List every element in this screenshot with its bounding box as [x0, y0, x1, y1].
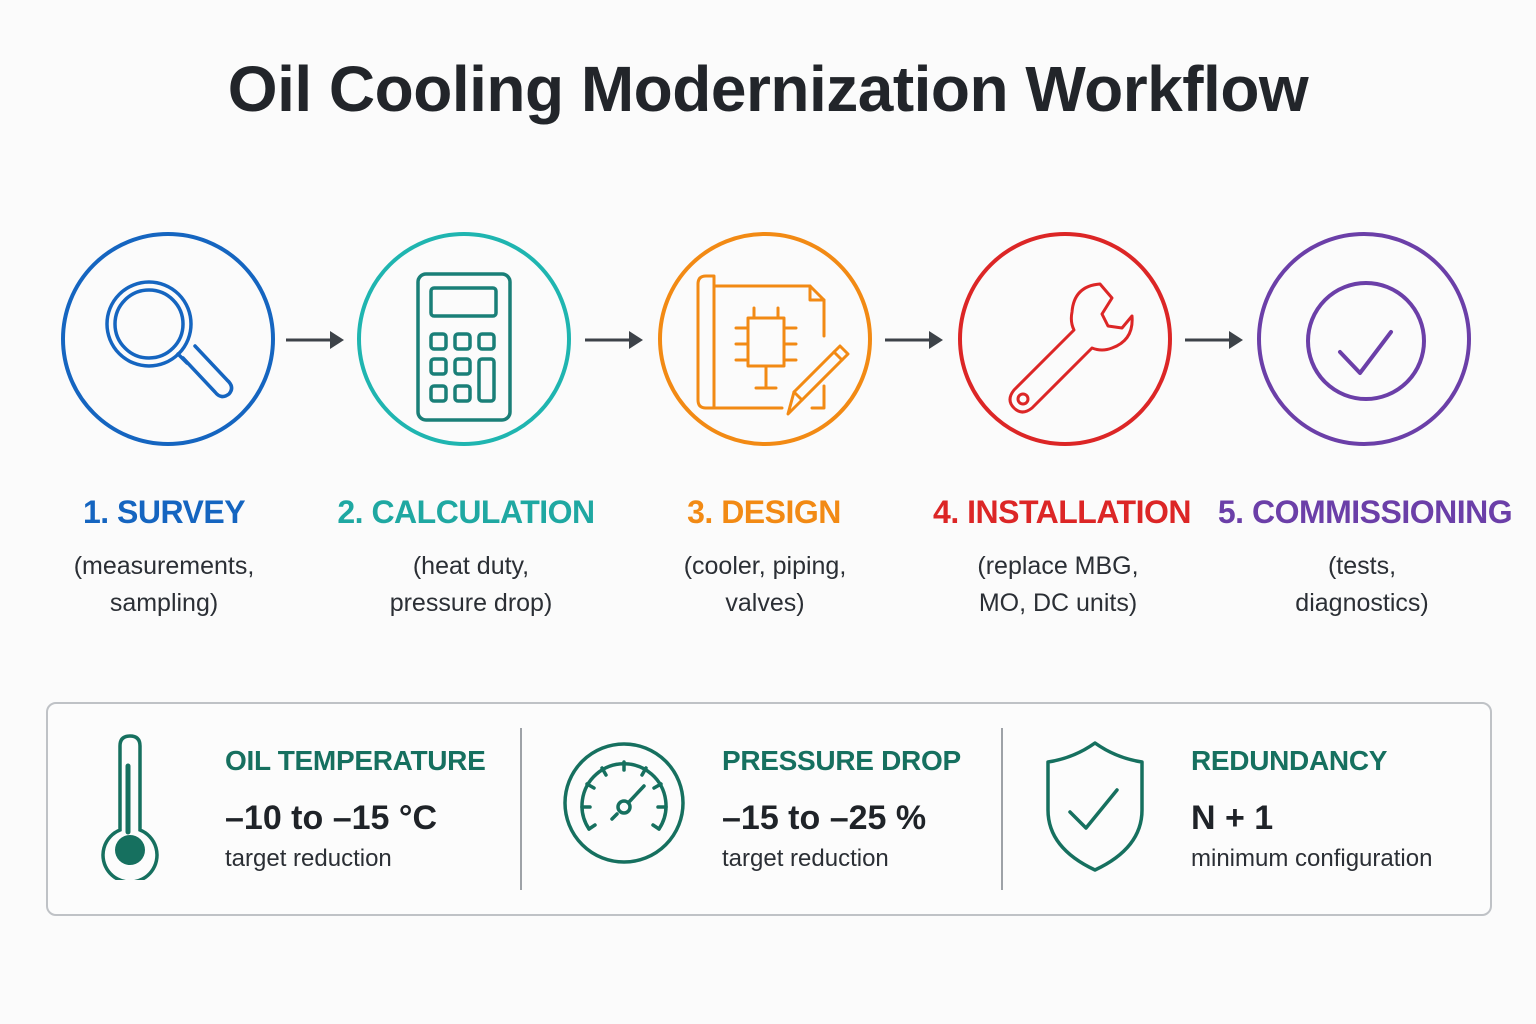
step-calculation-label: 2. CALCULATION [337, 494, 595, 530]
step-commissioning-desc: (tests, diagnostics) [1212, 548, 1512, 622]
desc-line: sampling) [109, 589, 219, 617]
metric-pressure-drop-title: PRESSURE DROP [722, 745, 961, 776]
arrow-2-3 [583, 328, 645, 352]
step-commissioning-circle [1257, 232, 1471, 446]
arrow-3-4 [883, 328, 945, 352]
metrics-divider [1001, 728, 1003, 890]
metrics-divider [520, 728, 522, 890]
metrics-panel [46, 702, 1492, 916]
metric-oil-temperature-value: –10 to –15 °C [225, 799, 438, 837]
metric-pressure-drop-value: –15 to –25 % [722, 799, 927, 837]
step-installation-desc: (replace MBG, MO, DC units) [908, 548, 1208, 622]
page-title: Oil Cooling Modernization Workflow [227, 53, 1309, 125]
arrow-1-2 [284, 328, 346, 352]
desc-line: (replace MBG, [977, 552, 1139, 580]
desc-line: valves) [725, 589, 805, 617]
metric-oil-temperature-title: OIL TEMPERATURE [225, 745, 486, 776]
magnifier-icon [105, 280, 234, 399]
desc-line: pressure drop) [389, 589, 553, 617]
wrench-icon [1008, 282, 1134, 414]
step-survey-label: 1. SURVEY [82, 494, 246, 530]
step-installation-circle [958, 232, 1172, 446]
desc-line: MO, DC units) [978, 589, 1138, 617]
desc-line: (heat duty, [412, 552, 530, 580]
metric-redundancy-note: minimum configuration [1191, 845, 1433, 872]
shield-check-icon [1046, 741, 1144, 872]
desc-line: (measurements, [73, 552, 255, 580]
gauge-icon [563, 742, 685, 864]
thermometer-icon [101, 734, 159, 880]
desc-line: (tests, [1327, 552, 1397, 580]
step-design-label: 3. DESIGN [687, 494, 841, 530]
arrow-4-5 [1183, 328, 1245, 352]
check-circle-icon [1306, 281, 1426, 401]
metric-oil-temperature-note: target reduction [225, 845, 392, 872]
blueprint-pencil-icon [696, 274, 850, 416]
step-commissioning-label: 5. COMMISSIONING [1217, 494, 1513, 530]
step-installation-label: 4. INSTALLATION [933, 494, 1191, 530]
step-design-circle [658, 232, 872, 446]
step-calculation-desc: (heat duty, pressure drop) [321, 548, 621, 622]
step-survey-circle [61, 232, 275, 446]
step-calculation-circle [357, 232, 571, 446]
metric-pressure-drop-note: target reduction [722, 845, 889, 872]
step-survey-desc: (measurements, sampling) [14, 548, 314, 622]
calculator-icon [416, 272, 512, 422]
desc-line: diagnostics) [1295, 589, 1429, 617]
metric-redundancy-value: N + 1 [1191, 799, 1274, 837]
step-design-desc: (cooler, piping, valves) [615, 548, 915, 622]
metric-redundancy-title: REDUNDANCY [1191, 745, 1388, 776]
desc-line: (cooler, piping, [683, 552, 847, 580]
